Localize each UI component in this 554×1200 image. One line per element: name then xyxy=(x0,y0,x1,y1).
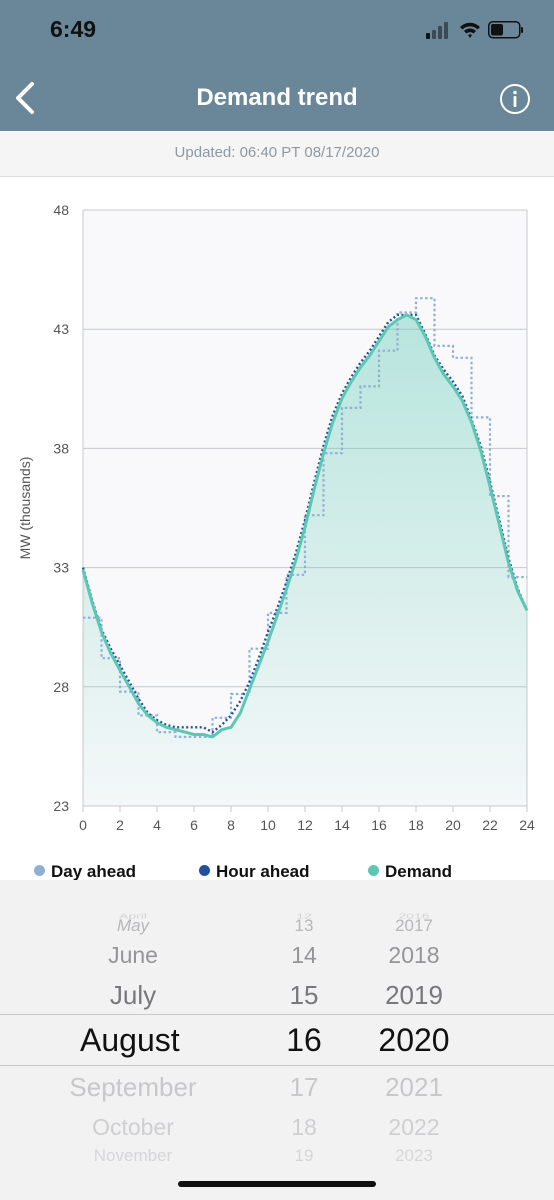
picker-selection-band xyxy=(0,1014,554,1066)
x-tick-label: 12 xyxy=(297,817,313,833)
picker-day-option[interactable]: 12 xyxy=(296,911,312,921)
date-picker[interactable]: April May June July August September Oct… xyxy=(0,880,554,1200)
picker-month-option[interactable]: November xyxy=(93,1146,173,1165)
picker-year-option[interactable]: 2019 xyxy=(385,980,443,1010)
picker-month-option[interactable]: October xyxy=(92,1114,174,1140)
y-tick-label: 33 xyxy=(53,560,69,576)
x-tick-label: 4 xyxy=(153,817,161,833)
y-tick-label: 28 xyxy=(53,679,69,695)
x-tick-label: 2 xyxy=(116,817,124,833)
series-demand-line xyxy=(81,313,529,739)
x-tick-label: 18 xyxy=(408,817,424,833)
picker-year-option[interactable]: 2016 xyxy=(398,911,430,921)
legend-dot-day-ahead xyxy=(34,865,45,876)
y-tick-label: 23 xyxy=(53,798,69,814)
picker-year-selected[interactable]: 2020 xyxy=(378,1022,450,1058)
updated-timestamp: Updated: 06:40 PT 08/17/2020 xyxy=(0,131,554,177)
x-tick-label: 10 xyxy=(260,817,276,833)
legend-label: Demand xyxy=(385,862,453,881)
home-indicator xyxy=(178,1181,376,1187)
legend-hour-ahead[interactable]: Hour ahead xyxy=(199,862,310,882)
picker-day-option[interactable]: 19 xyxy=(294,1146,314,1165)
x-tick-label: 6 xyxy=(190,817,198,833)
x-tick-label: 24 xyxy=(519,817,535,833)
picker-month-option[interactable]: July xyxy=(109,980,157,1010)
y-tick-label: 48 xyxy=(53,202,69,218)
page-title: Demand trend xyxy=(196,84,358,111)
chart-legend: Day ahead Hour ahead Demand xyxy=(0,860,554,882)
picker-month-selected[interactable]: August xyxy=(80,1022,180,1058)
legend-dot-demand xyxy=(368,865,379,876)
wifi-icon xyxy=(460,22,480,38)
picker-month-option[interactable]: April xyxy=(118,911,147,921)
cellular-signal-icon xyxy=(426,22,448,39)
navigation-bar: 6:49 Demand trend xyxy=(0,0,554,131)
info-icon[interactable] xyxy=(499,83,531,115)
legend-label: Hour ahead xyxy=(216,862,310,881)
demand-area xyxy=(83,314,527,806)
picker-day-option[interactable]: 14 xyxy=(291,942,317,968)
x-tick-label: 0 xyxy=(79,817,87,833)
x-tick-label: 16 xyxy=(371,817,387,833)
legend-day-ahead[interactable]: Day ahead xyxy=(34,862,136,882)
picker-day-selected[interactable]: 16 xyxy=(286,1022,322,1058)
legend-label: Day ahead xyxy=(51,862,137,881)
battery-icon xyxy=(488,21,523,39)
legend-dot-hour-ahead xyxy=(199,865,210,876)
y-axis-label: MW (thousands) xyxy=(17,457,33,560)
picker-month-option[interactable]: September xyxy=(69,1072,197,1102)
y-tick-label: 38 xyxy=(53,440,69,456)
picker-year-option[interactable]: 2023 xyxy=(395,1146,433,1165)
x-tick-label: 14 xyxy=(334,817,350,833)
y-tick-label: 43 xyxy=(53,321,69,337)
picker-day-option[interactable]: 15 xyxy=(289,980,319,1010)
picker-day-option[interactable]: 17 xyxy=(289,1072,319,1102)
picker-year-option[interactable]: 2018 xyxy=(388,942,440,968)
picker-year-option[interactable]: 2022 xyxy=(388,1114,440,1140)
picker-month-option[interactable]: June xyxy=(108,942,158,968)
status-time: 6:49 xyxy=(50,16,97,42)
picker-year-option[interactable]: 2021 xyxy=(385,1072,443,1102)
status-icons xyxy=(426,21,523,39)
picker-month-option[interactable]: May xyxy=(116,916,150,935)
series-hour-ahead-line xyxy=(81,313,529,734)
picker-day-option[interactable]: 18 xyxy=(291,1114,317,1140)
picker-day-option[interactable]: 13 xyxy=(294,916,314,935)
x-tick-label: 8 xyxy=(227,817,235,833)
back-chevron-icon[interactable] xyxy=(10,80,42,116)
x-tick-label: 20 xyxy=(445,817,461,833)
picker-year-option[interactable]: 2017 xyxy=(395,916,433,935)
series-layer xyxy=(81,297,529,739)
x-tick-label: 22 xyxy=(482,817,498,833)
legend-demand[interactable]: Demand xyxy=(368,862,452,882)
